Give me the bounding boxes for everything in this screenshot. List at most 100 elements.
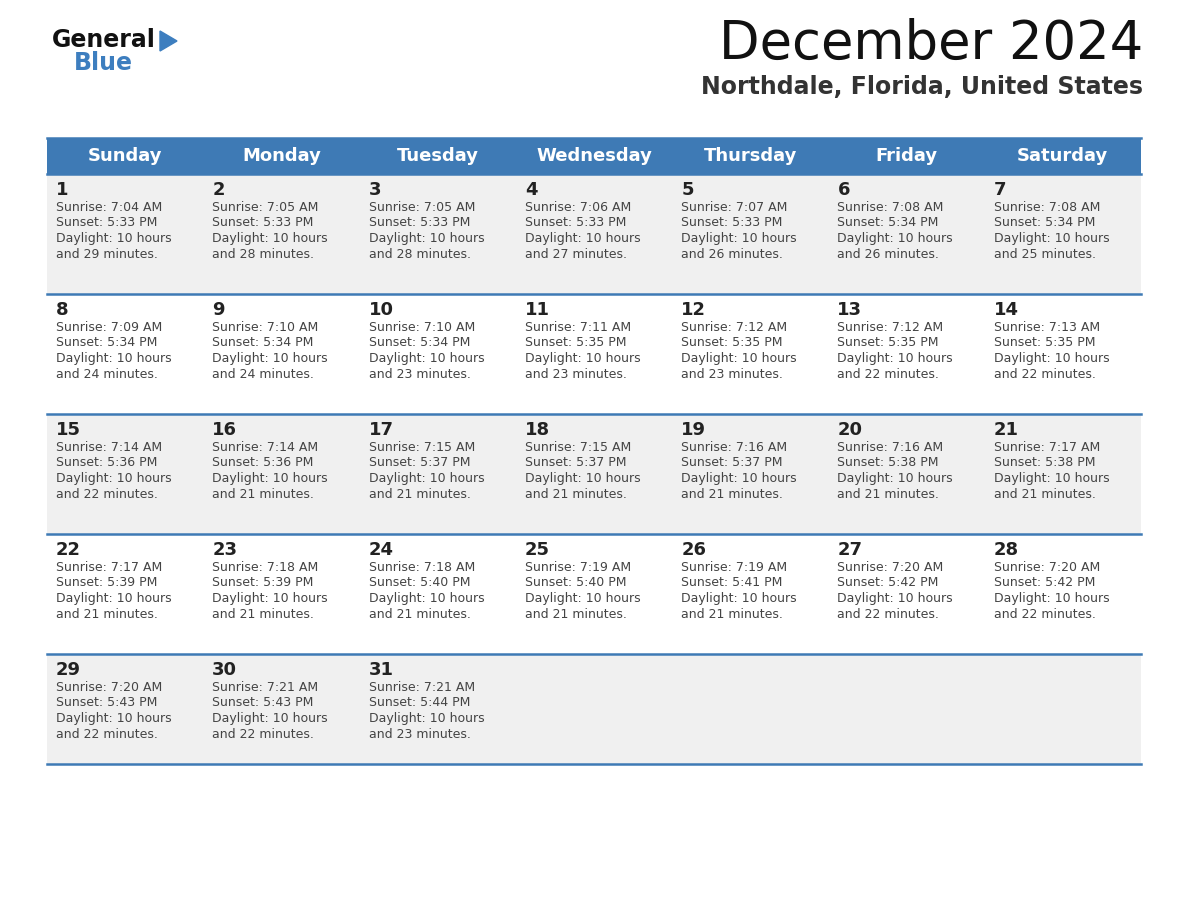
- Text: Daylight: 10 hours: Daylight: 10 hours: [368, 472, 485, 485]
- Text: Sunrise: 7:07 AM: Sunrise: 7:07 AM: [681, 201, 788, 214]
- Text: 1: 1: [56, 181, 69, 199]
- Text: Sunrise: 7:11 AM: Sunrise: 7:11 AM: [525, 321, 631, 334]
- Text: Daylight: 10 hours: Daylight: 10 hours: [368, 232, 485, 245]
- Text: Daylight: 10 hours: Daylight: 10 hours: [525, 352, 640, 365]
- Text: Sunset: 5:33 PM: Sunset: 5:33 PM: [681, 217, 783, 230]
- Text: 11: 11: [525, 301, 550, 319]
- Text: Daylight: 10 hours: Daylight: 10 hours: [56, 352, 171, 365]
- Text: Thursday: Thursday: [703, 147, 797, 165]
- Text: Sunrise: 7:16 AM: Sunrise: 7:16 AM: [838, 441, 943, 454]
- Bar: [48, 294, 1140, 414]
- Text: Daylight: 10 hours: Daylight: 10 hours: [681, 472, 797, 485]
- Text: and 23 minutes.: and 23 minutes.: [368, 367, 470, 380]
- Text: Sunrise: 7:20 AM: Sunrise: 7:20 AM: [993, 561, 1100, 574]
- Text: Daylight: 10 hours: Daylight: 10 hours: [213, 592, 328, 605]
- Text: Daylight: 10 hours: Daylight: 10 hours: [368, 712, 485, 725]
- Text: Wednesday: Wednesday: [536, 147, 652, 165]
- Text: Sunset: 5:33 PM: Sunset: 5:33 PM: [525, 217, 626, 230]
- Text: 25: 25: [525, 541, 550, 559]
- Text: Sunrise: 7:21 AM: Sunrise: 7:21 AM: [368, 681, 475, 694]
- Text: and 22 minutes.: and 22 minutes.: [213, 727, 314, 741]
- Text: Daylight: 10 hours: Daylight: 10 hours: [56, 712, 171, 725]
- Text: Northdale, Florida, United States: Northdale, Florida, United States: [701, 75, 1143, 99]
- Text: 12: 12: [681, 301, 706, 319]
- Text: Sunrise: 7:15 AM: Sunrise: 7:15 AM: [525, 441, 631, 454]
- Text: and 21 minutes.: and 21 minutes.: [213, 487, 314, 500]
- Text: Sunrise: 7:05 AM: Sunrise: 7:05 AM: [368, 201, 475, 214]
- Text: Sunset: 5:35 PM: Sunset: 5:35 PM: [681, 337, 783, 350]
- Text: Daylight: 10 hours: Daylight: 10 hours: [213, 232, 328, 245]
- Text: and 25 minutes.: and 25 minutes.: [993, 248, 1095, 261]
- Text: and 28 minutes.: and 28 minutes.: [368, 248, 470, 261]
- Bar: [48, 174, 1140, 294]
- Text: 19: 19: [681, 421, 706, 439]
- Text: Tuesday: Tuesday: [397, 147, 479, 165]
- Text: Sunrise: 7:12 AM: Sunrise: 7:12 AM: [838, 321, 943, 334]
- Text: 7: 7: [993, 181, 1006, 199]
- Text: Daylight: 10 hours: Daylight: 10 hours: [368, 592, 485, 605]
- Text: Sunrise: 7:21 AM: Sunrise: 7:21 AM: [213, 681, 318, 694]
- Text: Daylight: 10 hours: Daylight: 10 hours: [681, 352, 797, 365]
- Text: 9: 9: [213, 301, 225, 319]
- Text: Daylight: 10 hours: Daylight: 10 hours: [993, 352, 1110, 365]
- Text: Friday: Friday: [876, 147, 937, 165]
- Text: Sunset: 5:34 PM: Sunset: 5:34 PM: [56, 337, 157, 350]
- Text: Sunrise: 7:20 AM: Sunrise: 7:20 AM: [56, 681, 163, 694]
- Text: Sunset: 5:33 PM: Sunset: 5:33 PM: [213, 217, 314, 230]
- Text: Daylight: 10 hours: Daylight: 10 hours: [838, 352, 953, 365]
- Text: Sunrise: 7:18 AM: Sunrise: 7:18 AM: [368, 561, 475, 574]
- Text: Sunrise: 7:05 AM: Sunrise: 7:05 AM: [213, 201, 318, 214]
- Text: Sunset: 5:33 PM: Sunset: 5:33 PM: [368, 217, 470, 230]
- Text: Sunset: 5:38 PM: Sunset: 5:38 PM: [838, 456, 939, 469]
- Text: 31: 31: [368, 661, 393, 679]
- Text: Sunset: 5:34 PM: Sunset: 5:34 PM: [838, 217, 939, 230]
- Text: 27: 27: [838, 541, 862, 559]
- Text: Daylight: 10 hours: Daylight: 10 hours: [213, 352, 328, 365]
- Polygon shape: [160, 31, 177, 51]
- Text: Sunrise: 7:18 AM: Sunrise: 7:18 AM: [213, 561, 318, 574]
- Text: Sunset: 5:35 PM: Sunset: 5:35 PM: [838, 337, 939, 350]
- Text: Sunrise: 7:06 AM: Sunrise: 7:06 AM: [525, 201, 631, 214]
- Text: Monday: Monday: [242, 147, 321, 165]
- Bar: [48, 138, 1140, 174]
- Text: and 22 minutes.: and 22 minutes.: [993, 608, 1095, 621]
- Text: Sunset: 5:37 PM: Sunset: 5:37 PM: [368, 456, 470, 469]
- Text: Daylight: 10 hours: Daylight: 10 hours: [993, 232, 1110, 245]
- Text: and 21 minutes.: and 21 minutes.: [56, 608, 158, 621]
- Text: 10: 10: [368, 301, 393, 319]
- Text: and 21 minutes.: and 21 minutes.: [525, 608, 627, 621]
- Text: Daylight: 10 hours: Daylight: 10 hours: [681, 592, 797, 605]
- Text: Sunrise: 7:14 AM: Sunrise: 7:14 AM: [56, 441, 162, 454]
- Bar: [48, 414, 1140, 534]
- Text: Sunrise: 7:08 AM: Sunrise: 7:08 AM: [993, 201, 1100, 214]
- Text: 22: 22: [56, 541, 81, 559]
- Text: 30: 30: [213, 661, 238, 679]
- Text: 28: 28: [993, 541, 1019, 559]
- Text: and 24 minutes.: and 24 minutes.: [56, 367, 158, 380]
- Text: and 21 minutes.: and 21 minutes.: [993, 487, 1095, 500]
- Text: and 21 minutes.: and 21 minutes.: [213, 608, 314, 621]
- Text: and 22 minutes.: and 22 minutes.: [56, 487, 158, 500]
- Text: Daylight: 10 hours: Daylight: 10 hours: [838, 232, 953, 245]
- Text: Daylight: 10 hours: Daylight: 10 hours: [838, 472, 953, 485]
- Text: Daylight: 10 hours: Daylight: 10 hours: [838, 592, 953, 605]
- Text: Sunset: 5:36 PM: Sunset: 5:36 PM: [213, 456, 314, 469]
- Text: and 23 minutes.: and 23 minutes.: [368, 727, 470, 741]
- Text: Sunset: 5:43 PM: Sunset: 5:43 PM: [56, 697, 157, 710]
- Text: 26: 26: [681, 541, 706, 559]
- Text: Sunset: 5:39 PM: Sunset: 5:39 PM: [56, 577, 157, 589]
- Text: and 23 minutes.: and 23 minutes.: [525, 367, 627, 380]
- Text: 20: 20: [838, 421, 862, 439]
- Text: Daylight: 10 hours: Daylight: 10 hours: [993, 592, 1110, 605]
- Text: Sunset: 5:41 PM: Sunset: 5:41 PM: [681, 577, 783, 589]
- Text: Daylight: 10 hours: Daylight: 10 hours: [213, 472, 328, 485]
- Text: Sunset: 5:34 PM: Sunset: 5:34 PM: [213, 337, 314, 350]
- Text: 29: 29: [56, 661, 81, 679]
- Text: Sunday: Sunday: [88, 147, 163, 165]
- Text: Sunrise: 7:19 AM: Sunrise: 7:19 AM: [525, 561, 631, 574]
- Text: 3: 3: [368, 181, 381, 199]
- Text: Daylight: 10 hours: Daylight: 10 hours: [368, 352, 485, 365]
- Text: 5: 5: [681, 181, 694, 199]
- Text: Sunset: 5:34 PM: Sunset: 5:34 PM: [993, 217, 1095, 230]
- Text: and 22 minutes.: and 22 minutes.: [993, 367, 1095, 380]
